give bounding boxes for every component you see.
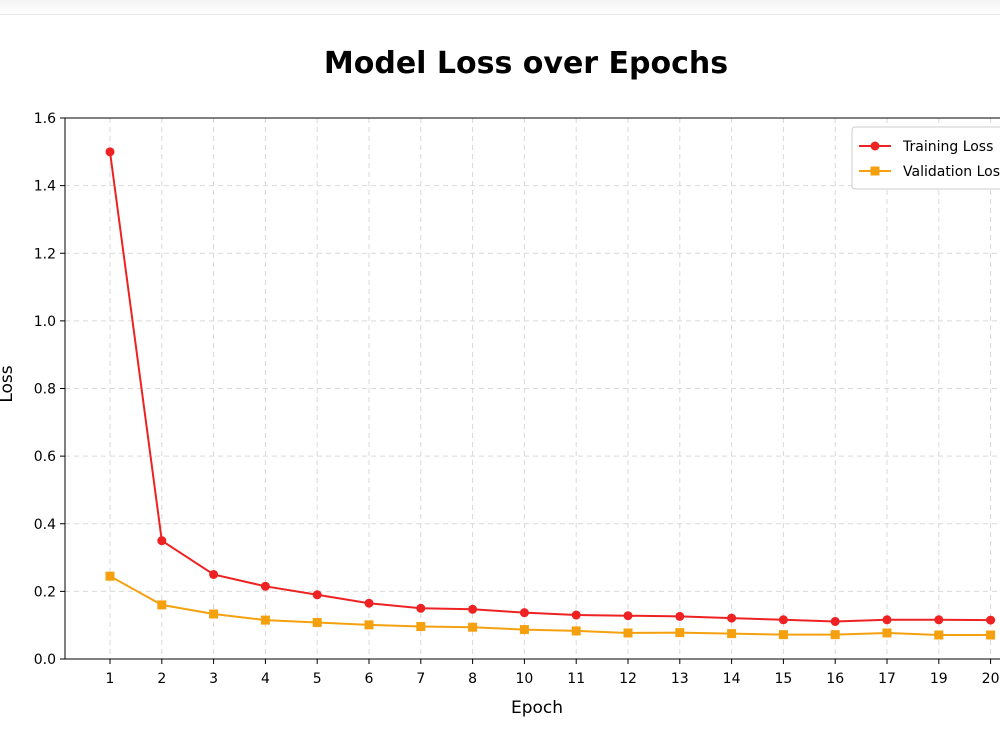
validation-loss-point	[571, 626, 581, 636]
training-loss-line	[109, 151, 991, 623]
chart-title: Model Loss over Epochs	[323, 46, 729, 81]
training-loss-point	[312, 590, 322, 600]
legend-box	[851, 126, 1000, 190]
training-loss-point	[727, 613, 737, 623]
validation-loss-point	[519, 625, 529, 635]
x-tick-label: 5	[313, 671, 322, 687]
y-tick-label: 1.6	[34, 111, 56, 127]
y-axis-label: Loss	[0, 365, 17, 402]
validation-loss-point	[934, 630, 944, 640]
training-loss-point	[571, 610, 581, 620]
y-tick-label: 0.4	[34, 517, 56, 533]
training-loss-point	[830, 616, 840, 626]
legend-validation-marker	[870, 166, 880, 176]
validation-loss-point	[830, 630, 840, 640]
training-loss-point	[260, 581, 270, 591]
x-tick-label: 8	[468, 671, 477, 687]
validation-loss-point	[312, 617, 322, 627]
validation-loss-point	[260, 615, 270, 625]
training-loss-point	[675, 611, 685, 621]
training-loss-point	[934, 615, 944, 625]
training-loss-point	[157, 536, 167, 546]
data-series	[105, 147, 996, 640]
x-tick-label: 13	[671, 671, 689, 687]
training-loss-point	[364, 598, 374, 608]
y-tick-label: 1.0	[34, 314, 56, 330]
validation-loss-point	[727, 629, 737, 639]
x-tick-label: 19	[930, 671, 948, 687]
x-tick-label: 2	[157, 671, 166, 687]
training-loss-point	[519, 608, 529, 618]
legend-training-label: Training Loss	[902, 139, 993, 155]
y-tick-label: 0.6	[34, 449, 56, 465]
y-tick-label: 1.2	[34, 246, 56, 262]
x-tick-label: 14	[723, 671, 741, 687]
validation-loss-point	[364, 620, 374, 630]
y-tick-label: 0.8	[34, 382, 56, 398]
validation-loss-line	[109, 575, 991, 636]
y-axis-ticks: 0.0 0.2 0.4 0.6 0.8 1.0 1.2 1.4 1.6	[34, 111, 65, 668]
x-tick-label: 4	[261, 671, 270, 687]
window-top-edge	[0, 0, 1000, 15]
x-tick-label: 20	[982, 671, 1000, 687]
validation-loss-point	[105, 571, 115, 581]
validation-loss-point	[157, 600, 167, 610]
training-loss-point	[778, 615, 788, 625]
training-loss-point	[105, 147, 115, 157]
validation-loss-point	[882, 628, 892, 638]
x-tick-label: 16	[826, 671, 844, 687]
y-tick-label: 1.4	[34, 179, 56, 195]
legend-validation-label: Validation Loss	[903, 164, 1000, 180]
validation-loss-point	[416, 622, 426, 632]
legend-training-marker	[870, 141, 880, 151]
validation-loss-point	[675, 628, 685, 638]
legend: Training Loss Validation Loss	[851, 126, 1000, 190]
x-axis-ticks: 1 2 3 4 5 6 7 8 10 11 12 13 14 15 16 17 19 20	[106, 659, 1000, 687]
validation-loss-series	[105, 571, 996, 640]
x-axis-label: Epoch	[511, 698, 563, 718]
x-tick-label: 12	[619, 671, 637, 687]
validation-loss-point	[778, 630, 788, 640]
x-tick-label: 6	[365, 671, 374, 687]
validation-loss-point	[209, 609, 219, 619]
grid-lines	[65, 117, 1000, 660]
validation-loss-point	[623, 628, 633, 638]
x-tick-label: 3	[209, 671, 218, 687]
validation-loss-point	[468, 622, 478, 632]
x-tick-label: 1	[106, 671, 115, 687]
training-loss-point	[468, 604, 478, 614]
x-tick-label: 15	[774, 671, 792, 687]
y-tick-label: 0.2	[34, 584, 56, 600]
x-tick-label: 10	[515, 671, 533, 687]
training-loss-point	[623, 611, 633, 621]
training-loss-point	[209, 569, 219, 579]
training-loss-series	[105, 147, 996, 626]
x-tick-label: 17	[878, 671, 896, 687]
validation-loss-point	[986, 630, 996, 640]
training-loss-point	[882, 615, 892, 625]
y-tick-label: 0.0	[34, 652, 56, 668]
x-tick-label: 7	[416, 671, 425, 687]
x-tick-label: 11	[567, 671, 585, 687]
training-loss-point	[416, 603, 426, 613]
training-loss-point	[986, 615, 996, 625]
